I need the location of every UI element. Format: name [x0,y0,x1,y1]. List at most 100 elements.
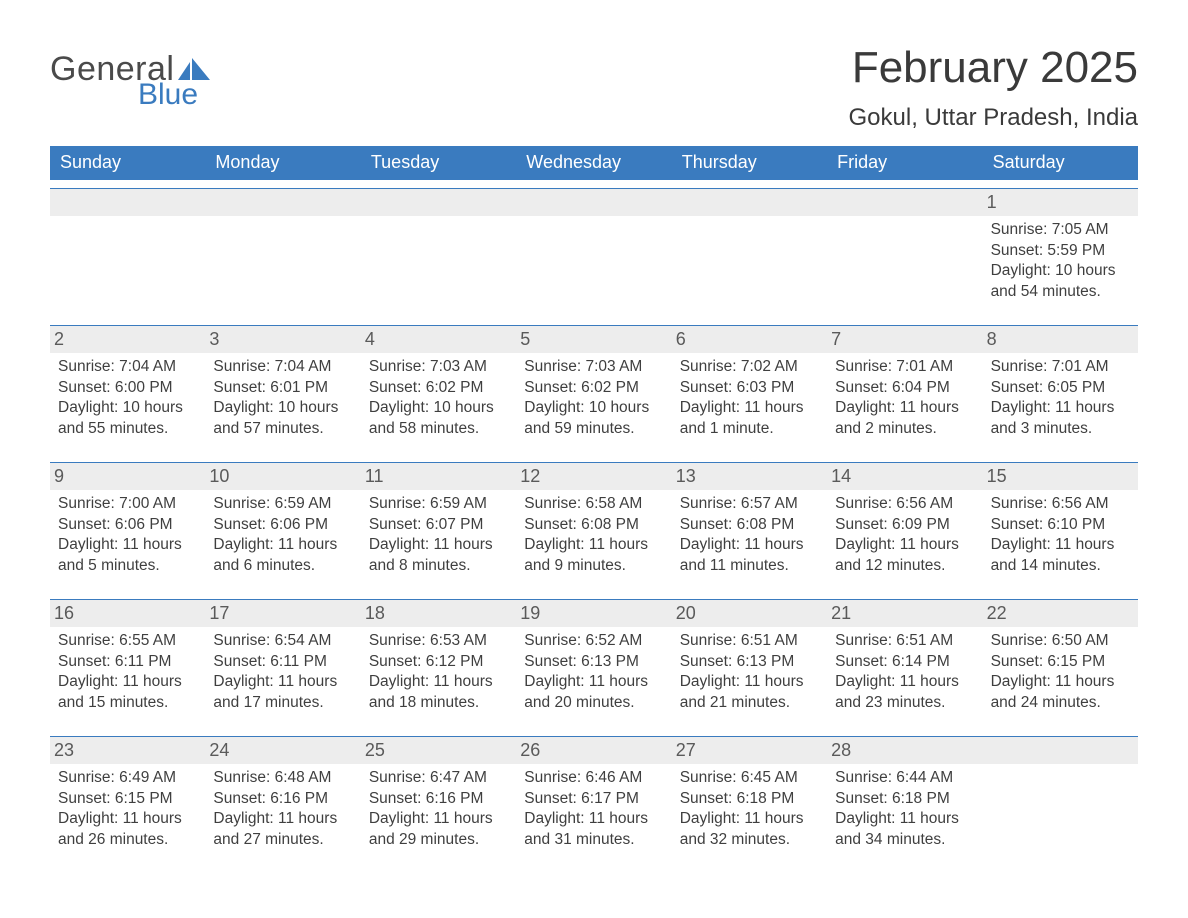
day-number: 23 [50,737,205,764]
sunrise-line: Sunrise: 6:51 AM [680,631,819,651]
sunrise-line: Sunrise: 7:03 AM [524,357,663,377]
day-data: Sunrise: 6:51 AMSunset: 6:13 PMDaylight:… [680,631,819,713]
dow-header: Monday [205,146,360,180]
daylight-line: Daylight: 11 hours and 3 minutes. [991,398,1130,439]
day-data: Sunrise: 7:01 AMSunset: 6:05 PMDaylight:… [991,357,1130,439]
sunrise-line: Sunrise: 6:56 AM [991,494,1130,514]
day-number: 15 [983,463,1138,490]
sunrise-line: Sunrise: 6:45 AM [680,768,819,788]
sunset-line: Sunset: 6:02 PM [524,378,663,398]
sunrise-line: Sunrise: 6:55 AM [58,631,197,651]
day-cell [205,189,360,317]
sunrise-line: Sunrise: 6:56 AM [835,494,974,514]
day-number [516,189,671,216]
location: Gokul, Uttar Pradesh, India [849,104,1138,132]
sunrise-line: Sunrise: 7:01 AM [835,357,974,377]
day-number: 9 [50,463,205,490]
day-data: Sunrise: 6:58 AMSunset: 6:08 PMDaylight:… [524,494,663,576]
sunset-line: Sunset: 6:08 PM [524,515,663,535]
sunrise-line: Sunrise: 6:44 AM [835,768,974,788]
sunset-line: Sunset: 6:01 PM [213,378,352,398]
day-cell [672,189,827,317]
sunset-line: Sunset: 6:14 PM [835,652,974,672]
day-number: 4 [361,326,516,353]
sunrise-line: Sunrise: 6:50 AM [991,631,1130,651]
day-data: Sunrise: 7:02 AMSunset: 6:03 PMDaylight:… [680,357,819,439]
sunset-line: Sunset: 6:10 PM [991,515,1130,535]
day-number [983,737,1138,764]
sunset-line: Sunset: 6:15 PM [58,789,197,809]
sunrise-line: Sunrise: 6:46 AM [524,768,663,788]
day-number [50,189,205,216]
header: General Blue February 2025 Gokul, Uttar … [50,44,1138,132]
sunrise-line: Sunrise: 6:52 AM [524,631,663,651]
day-cell [516,189,671,317]
daylight-line: Daylight: 11 hours and 18 minutes. [369,672,508,713]
dow-header: Sunday [50,146,205,180]
sunrise-line: Sunrise: 6:48 AM [213,768,352,788]
sunrise-line: Sunrise: 6:53 AM [369,631,508,651]
sunrise-line: Sunrise: 7:00 AM [58,494,197,514]
title-block: February 2025 Gokul, Uttar Pradesh, Indi… [849,44,1138,132]
dow-header: Wednesday [516,146,671,180]
day-number: 25 [361,737,516,764]
sunrise-line: Sunrise: 6:51 AM [835,631,974,651]
sunrise-line: Sunrise: 6:54 AM [213,631,352,651]
day-number: 5 [516,326,671,353]
daylight-line: Daylight: 11 hours and 1 minute. [680,398,819,439]
day-cell: 22Sunrise: 6:50 AMSunset: 6:15 PMDayligh… [983,600,1138,728]
day-data: Sunrise: 7:04 AMSunset: 6:00 PMDaylight:… [58,357,197,439]
day-cell [50,189,205,317]
sunrise-line: Sunrise: 7:05 AM [991,220,1130,240]
day-cell: 28Sunrise: 6:44 AMSunset: 6:18 PMDayligh… [827,737,982,865]
day-data: Sunrise: 6:50 AMSunset: 6:15 PMDaylight:… [991,631,1130,713]
day-data: Sunrise: 6:55 AMSunset: 6:11 PMDaylight:… [58,631,197,713]
day-data: Sunrise: 6:54 AMSunset: 6:11 PMDaylight:… [213,631,352,713]
dow-header: Tuesday [361,146,516,180]
sunset-line: Sunset: 6:03 PM [680,378,819,398]
daylight-line: Daylight: 11 hours and 6 minutes. [213,535,352,576]
day-number: 11 [361,463,516,490]
daylight-line: Daylight: 11 hours and 17 minutes. [213,672,352,713]
day-cell: 21Sunrise: 6:51 AMSunset: 6:14 PMDayligh… [827,600,982,728]
daylight-line: Daylight: 11 hours and 34 minutes. [835,809,974,850]
day-data: Sunrise: 7:04 AMSunset: 6:01 PMDaylight:… [213,357,352,439]
day-data: Sunrise: 6:56 AMSunset: 6:09 PMDaylight:… [835,494,974,576]
daylight-line: Daylight: 11 hours and 27 minutes. [213,809,352,850]
sunset-line: Sunset: 6:02 PM [369,378,508,398]
day-cell: 23Sunrise: 6:49 AMSunset: 6:15 PMDayligh… [50,737,205,865]
dow-header: Thursday [672,146,827,180]
day-cell: 14Sunrise: 6:56 AMSunset: 6:09 PMDayligh… [827,463,982,591]
daylight-line: Daylight: 10 hours and 58 minutes. [369,398,508,439]
sunrise-line: Sunrise: 6:59 AM [369,494,508,514]
day-number: 3 [205,326,360,353]
day-cell: 15Sunrise: 6:56 AMSunset: 6:10 PMDayligh… [983,463,1138,591]
day-number: 6 [672,326,827,353]
sunset-line: Sunset: 6:06 PM [213,515,352,535]
daylight-line: Daylight: 11 hours and 20 minutes. [524,672,663,713]
day-number: 13 [672,463,827,490]
day-number: 16 [50,600,205,627]
daylight-line: Daylight: 10 hours and 55 minutes. [58,398,197,439]
sunset-line: Sunset: 6:08 PM [680,515,819,535]
sunset-line: Sunset: 6:12 PM [369,652,508,672]
sunset-line: Sunset: 5:59 PM [991,241,1130,261]
day-cell: 6 Sunrise: 7:02 AMSunset: 6:03 PMDaylight… [672,326,827,454]
day-number [827,189,982,216]
day-cell: 1Sunrise: 7:05 AMSunset: 5:59 PMDaylight… [983,189,1138,317]
day-cell: 2Sunrise: 7:04 AMSunset: 6:00 PMDaylight… [50,326,205,454]
sunrise-line: Sunrise: 6:59 AM [213,494,352,514]
day-number: 18 [361,600,516,627]
day-number [361,189,516,216]
daylight-line: Daylight: 10 hours and 59 minutes. [524,398,663,439]
day-data: Sunrise: 7:05 AMSunset: 5:59 PMDaylight:… [991,220,1130,302]
day-data: Sunrise: 7:03 AMSunset: 6:02 PMDaylight:… [524,357,663,439]
day-data: Sunrise: 6:51 AMSunset: 6:14 PMDaylight:… [835,631,974,713]
sunrise-line: Sunrise: 7:04 AM [58,357,197,377]
sunset-line: Sunset: 6:17 PM [524,789,663,809]
day-number: 7 [827,326,982,353]
day-cell: 9Sunrise: 7:00 AMSunset: 6:06 PMDaylight… [50,463,205,591]
day-cell: 16 Sunrise: 6:55 AMSunset: 6:11 PMDayligh… [50,600,205,728]
day-cell [827,189,982,317]
sunset-line: Sunset: 6:13 PM [524,652,663,672]
